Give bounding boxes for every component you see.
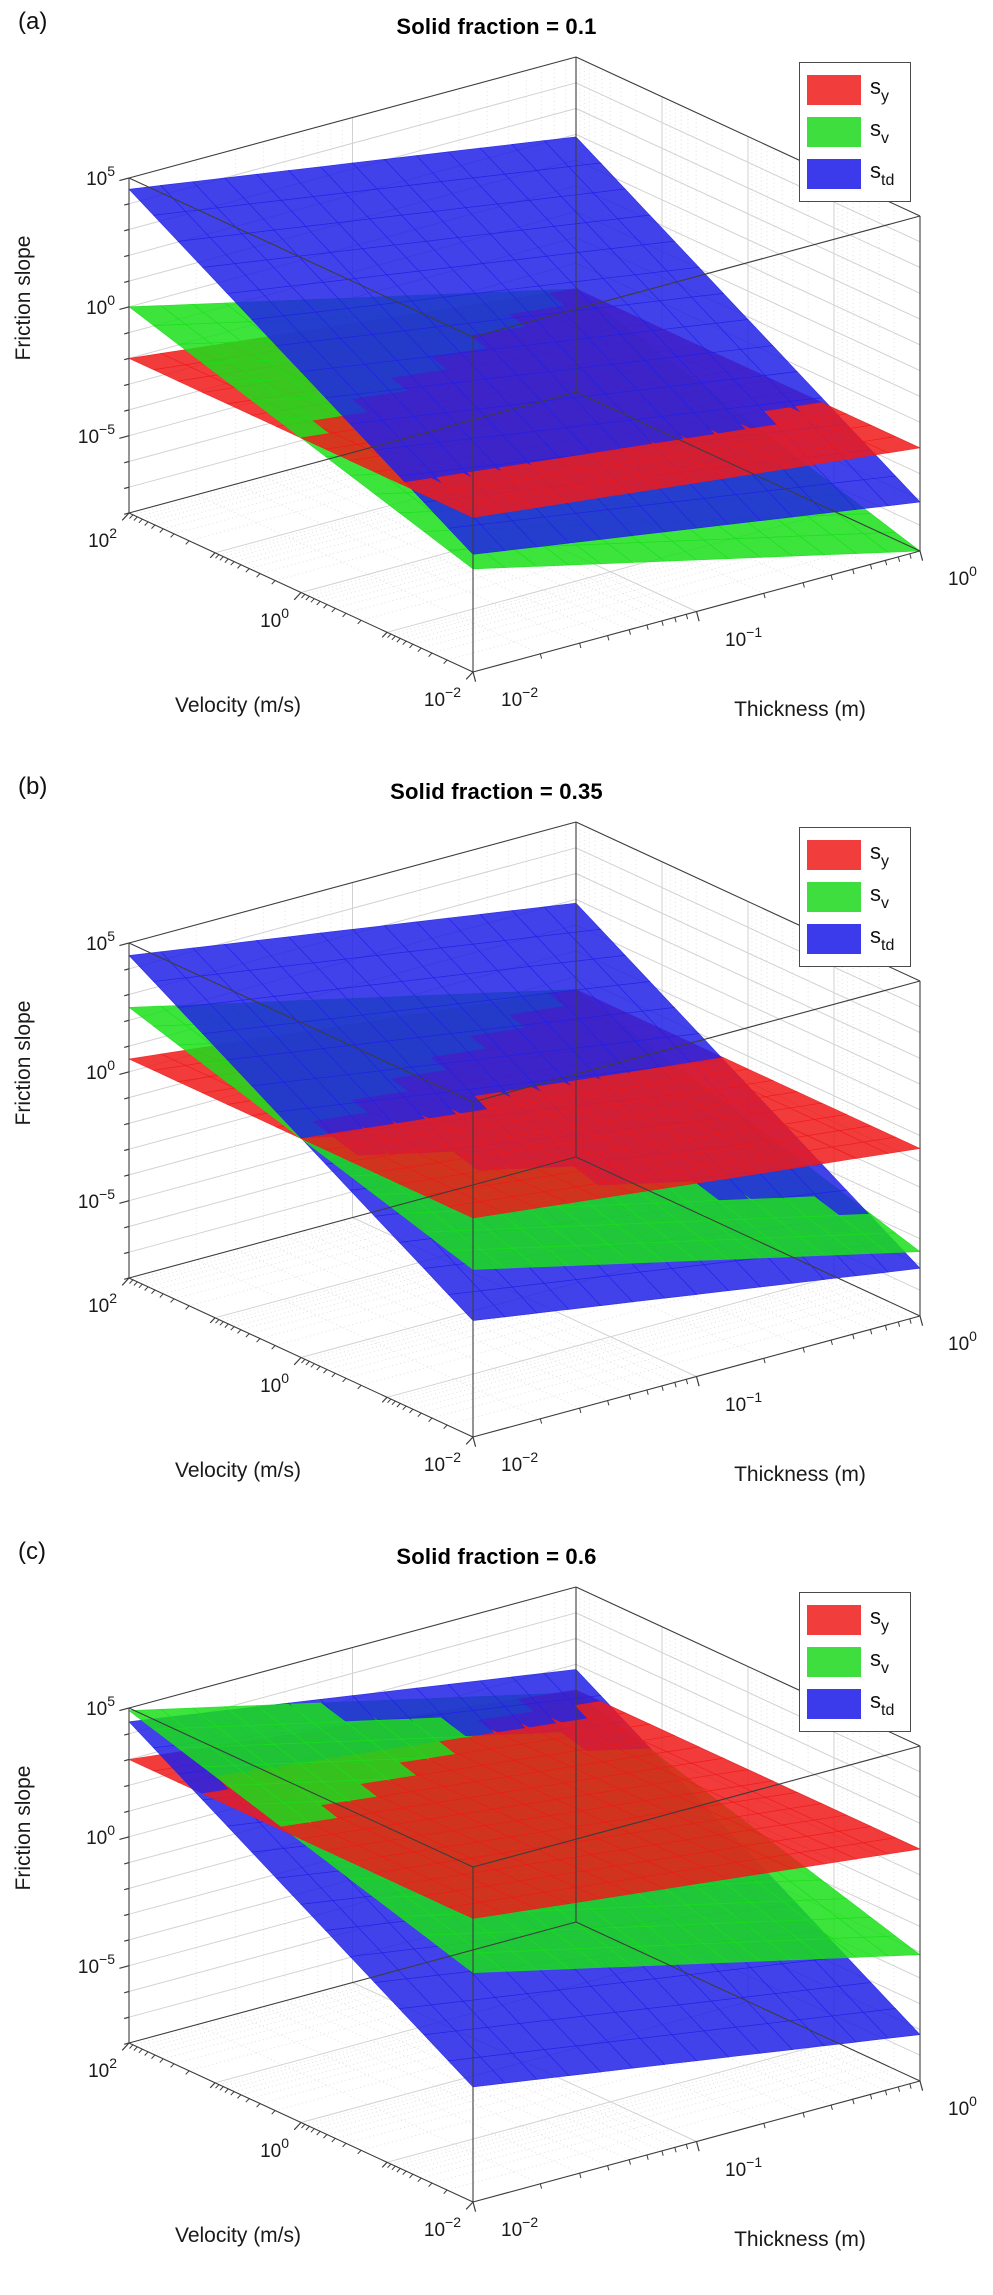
legend-label-sy: sy	[870, 73, 889, 105]
svg-text:Thickness (m): Thickness (m)	[734, 2228, 866, 2251]
legend-c: sy sv std	[799, 1592, 911, 1732]
svg-text:10−2: 10−2	[501, 1449, 538, 1476]
legend-entry-sy: sy	[800, 69, 910, 111]
svg-text:Velocity (m/s): Velocity (m/s)	[175, 1459, 301, 1482]
legend-swatch-sy	[807, 75, 861, 105]
surface-plot-b: 105 100 10−5 102 100 10−2 10−2 10−1 100 Velocity …	[12, 821, 977, 1486]
svg-text:10−2: 10−2	[424, 1449, 461, 1476]
plot-title-c: Solid fraction = 0.6	[396, 1544, 597, 1569]
legend-label-sv: sv	[870, 880, 889, 912]
svg-text:100: 100	[86, 1057, 115, 1084]
plot-title-a: Solid fraction = 0.1	[396, 14, 597, 39]
svg-text:Velocity (m/s): Velocity (m/s)	[175, 694, 301, 717]
legend-label-std: std	[870, 157, 895, 189]
legend-label-sy: sy	[870, 838, 889, 870]
svg-text:10−2: 10−2	[424, 684, 461, 711]
legend-swatch-sv	[807, 882, 861, 912]
svg-text:105: 105	[86, 1693, 115, 1720]
svg-text:105: 105	[86, 163, 115, 190]
plot-title-b: Solid fraction = 0.35	[390, 779, 603, 804]
svg-text:100: 100	[260, 605, 289, 632]
legend-b: sy sv std	[799, 827, 911, 967]
legend-label-sv: sv	[870, 1645, 889, 1677]
svg-text:10−1: 10−1	[725, 1389, 762, 1416]
svg-text:Thickness (m): Thickness (m)	[734, 1463, 866, 1486]
svg-text:100: 100	[948, 1328, 977, 1355]
legend-entry-sv: sv	[800, 1641, 910, 1683]
svg-text:Friction slope: Friction slope	[12, 1001, 35, 1126]
legend-swatch-std	[807, 924, 861, 954]
legend-entry-std: std	[800, 1683, 910, 1725]
panel-label-a: (a)	[18, 8, 48, 35]
legend-label-sy: sy	[870, 1603, 889, 1635]
svg-text:10−1: 10−1	[725, 2154, 762, 2181]
svg-text:102: 102	[88, 1290, 117, 1317]
svg-text:Friction slope: Friction slope	[12, 236, 35, 361]
svg-text:10−2: 10−2	[501, 684, 538, 711]
surface-plot-c: 105 100 10−5 102 100 10−2 10−2 10−1 100 Velocity …	[12, 1586, 977, 2251]
svg-text:10−5: 10−5	[78, 1186, 115, 1213]
svg-text:10−5: 10−5	[78, 421, 115, 448]
legend-swatch-std	[807, 1689, 861, 1719]
legend-swatch-sv	[807, 1647, 861, 1677]
legend-label-std: std	[870, 1687, 895, 1719]
svg-text:Velocity (m/s): Velocity (m/s)	[175, 2224, 301, 2247]
svg-text:10−2: 10−2	[424, 2214, 461, 2241]
panel-label-c: (c)	[18, 1538, 46, 1565]
svg-text:Thickness (m): Thickness (m)	[734, 698, 866, 721]
svg-text:10−1: 10−1	[725, 624, 762, 651]
svg-text:102: 102	[88, 525, 117, 552]
legend-entry-sv: sv	[800, 876, 910, 918]
legend-entry-sy: sy	[800, 834, 910, 876]
legend-a: sy sv std	[799, 62, 911, 202]
svg-text:100: 100	[86, 1822, 115, 1849]
legend-entry-sy: sy	[800, 1599, 910, 1641]
svg-text:100: 100	[260, 1370, 289, 1397]
legend-entry-std: std	[800, 918, 910, 960]
svg-text:100: 100	[948, 2093, 977, 2120]
legend-entry-std: std	[800, 153, 910, 195]
panel-b: (b) Solid fraction = 0.35 105 100 10−5 102 1…	[0, 765, 993, 1530]
svg-text:100: 100	[86, 292, 115, 319]
legend-label-std: std	[870, 922, 895, 954]
legend-swatch-std	[807, 159, 861, 189]
svg-text:10−2: 10−2	[501, 2214, 538, 2241]
legend-entry-sv: sv	[800, 111, 910, 153]
panel-c: (c) Solid fraction = 0.6 105 100 10−5 102 10…	[0, 1530, 993, 2295]
legend-swatch-sv	[807, 117, 861, 147]
surface-plot-a: 105 100 10−5 102 100 10−2 10−2 10−1 100 Velocity …	[12, 56, 977, 721]
svg-text:10−5: 10−5	[78, 1951, 115, 1978]
svg-text:Friction slope: Friction slope	[12, 1766, 35, 1891]
legend-label-sv: sv	[870, 115, 889, 147]
panel-label-b: (b)	[18, 773, 48, 800]
panel-a: (a) Solid fraction = 0.1 105 100 10−5 102 10…	[0, 0, 993, 765]
legend-swatch-sy	[807, 1605, 861, 1635]
svg-text:105: 105	[86, 928, 115, 955]
legend-swatch-sy	[807, 840, 861, 870]
svg-text:100: 100	[260, 2135, 289, 2162]
svg-text:102: 102	[88, 2055, 117, 2082]
svg-text:100: 100	[948, 563, 977, 590]
